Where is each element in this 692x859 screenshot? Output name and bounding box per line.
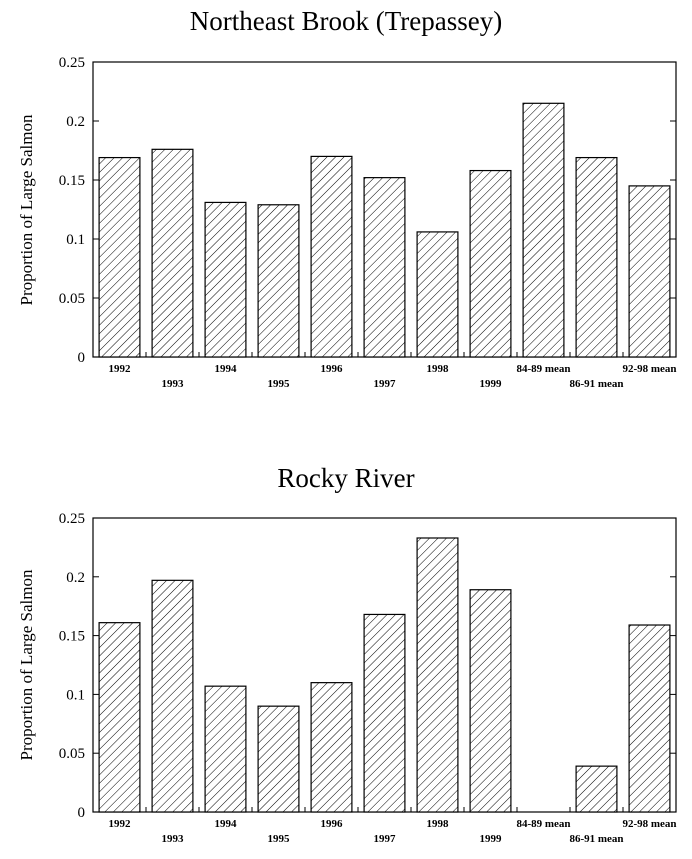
x-category-label: 1996 [321, 363, 344, 375]
y-tick-label: 0.15 [59, 173, 85, 189]
bar-1996 [310, 682, 353, 813]
bar-1992 [98, 156, 141, 358]
x-category-label: 1999 [480, 833, 503, 845]
y-tick-label: 0 [78, 805, 86, 821]
x-category-label: 92-98 mean [622, 363, 676, 375]
y-tick-label: 0.1 [66, 232, 85, 248]
y-axis-label: Proportion of Large Salmon [17, 114, 36, 305]
x-category-label: 1996 [321, 818, 344, 830]
bar-1992 [98, 622, 141, 813]
bar-1998 [416, 231, 459, 358]
x-category-label: 1992 [109, 818, 132, 830]
bar-1999 [469, 169, 512, 358]
x-category-label: 1997 [374, 378, 397, 390]
bar-1993 [151, 579, 194, 813]
x-category-label: 1994 [215, 363, 238, 375]
y-tick-label: 0 [78, 350, 86, 366]
bar-1997 [363, 613, 406, 813]
x-category-label: 1998 [427, 818, 450, 830]
y-tick-label: 0.2 [66, 570, 85, 586]
x-category-label: 1993 [162, 378, 185, 390]
y-tick-label: 0.25 [59, 55, 85, 71]
x-category-label: 86-91 mean [569, 378, 623, 390]
bar-1999 [469, 589, 512, 813]
bar-86-91-mean [575, 765, 618, 813]
x-category-label: 1995 [268, 833, 291, 845]
x-category-label: 1997 [374, 833, 397, 845]
y-tick-label: 0.1 [66, 687, 85, 703]
bar-1995 [257, 204, 300, 358]
bar-92-98-mean [628, 185, 671, 358]
x-category-label: 92-98 mean [622, 818, 676, 830]
bar-1993 [151, 148, 194, 358]
x-category-label: 84-89 mean [516, 818, 570, 830]
y-axis-label: Proportion of Large Salmon [17, 569, 36, 760]
y-tick-label: 0.05 [59, 746, 85, 762]
bar-1995 [257, 705, 300, 813]
bar-1996 [310, 155, 353, 358]
y-tick-label: 0.2 [66, 114, 85, 130]
x-category-label: 1992 [109, 363, 132, 375]
x-category-label: 1998 [427, 363, 450, 375]
bar-1997 [363, 177, 406, 358]
x-category-label: 1999 [480, 378, 503, 390]
x-category-label: 84-89 mean [516, 363, 570, 375]
bar-1998 [416, 537, 459, 813]
y-tick-label: 0.05 [59, 291, 85, 307]
x-category-label: 1995 [268, 378, 291, 390]
y-tick-label: 0.25 [59, 511, 85, 527]
x-category-label: 1994 [215, 818, 238, 830]
bar-1994 [204, 685, 247, 813]
chart-title-rocky-river: Rocky River [277, 463, 415, 493]
bar-92-98-mean [628, 624, 671, 813]
bar-86-91-mean [575, 156, 618, 358]
bar-84-89-mean [522, 102, 565, 358]
chart-rocky-river: 0 0.05 0.1 0.15 0.2 0.25 Proportion of Large S… [17, 511, 677, 845]
x-category-label: 86-91 mean [569, 833, 623, 845]
bar-1994 [204, 201, 247, 358]
chart-northeast-brook: 0 0.05 0.1 0.15 0.2 0.25 Proportion of Large S… [17, 55, 677, 390]
y-tick-label: 0.15 [59, 629, 85, 645]
chart-title-northeast-brook: Northeast Brook (Trepassey) [189, 6, 503, 36]
x-category-label: 1993 [162, 833, 185, 845]
